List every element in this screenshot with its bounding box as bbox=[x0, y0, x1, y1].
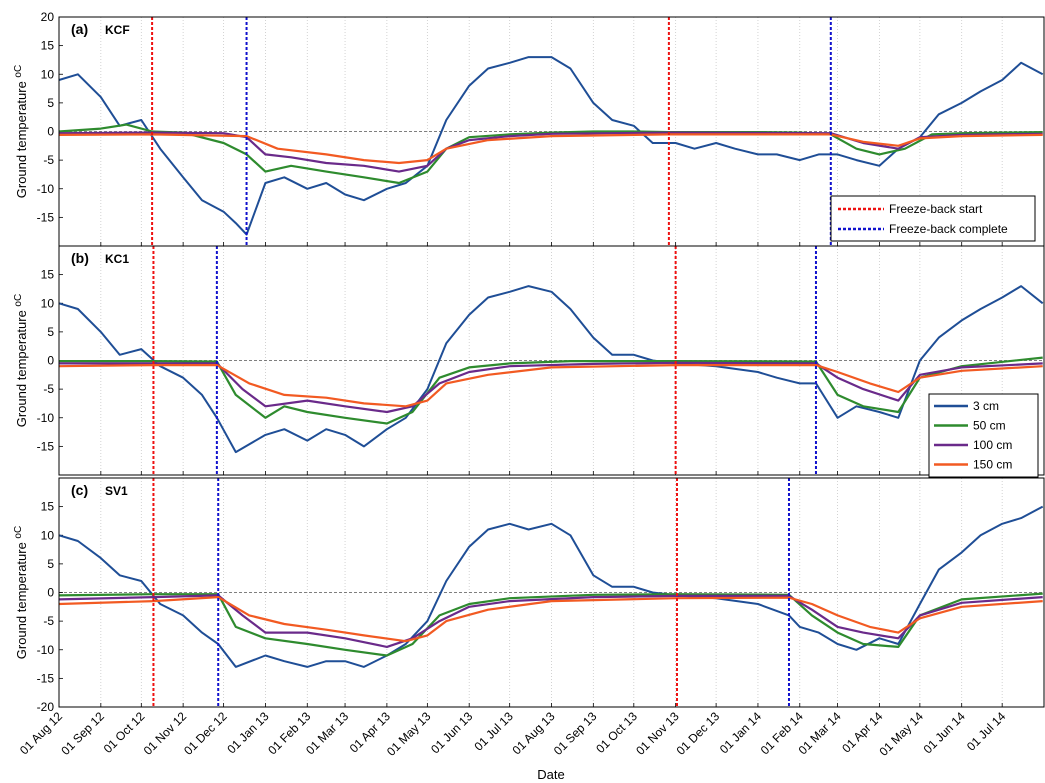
y-tick-label: 0 bbox=[47, 586, 54, 600]
series-line-d3 bbox=[58, 285, 1044, 454]
series-line-d3 bbox=[58, 505, 1044, 668]
freeze-legend-box bbox=[830, 195, 1036, 242]
depth-legend: 3 cm 50 cm 100 cm 150 cm bbox=[928, 393, 1039, 478]
series-line-d50 bbox=[58, 592, 1043, 657]
panel-label: (a) bbox=[71, 21, 88, 37]
y-tick-label: 15 bbox=[41, 268, 55, 282]
y-tick-label: -5 bbox=[43, 153, 54, 167]
y-tick-label: -20 bbox=[37, 700, 55, 714]
depth-legend-entry: 50 cm bbox=[973, 419, 1006, 433]
y-axis-unit: oC bbox=[13, 65, 24, 78]
y-tick-label: 5 bbox=[47, 557, 54, 571]
panel-frame bbox=[58, 477, 1045, 708]
y-tick-label: -5 bbox=[43, 614, 54, 628]
depth-legend-entry: 3 cm bbox=[973, 399, 999, 413]
y-axis-label: Ground temperature oC bbox=[13, 65, 29, 198]
panel-sv1: -20 -15 -10 -5 0 5 10 15 (c) SV1 Ground temperatur… bbox=[13, 477, 1045, 714]
panel-label: (b) bbox=[71, 250, 89, 266]
y-tick-label: 0 bbox=[47, 125, 54, 139]
y-tick-label: -10 bbox=[37, 411, 55, 425]
panel-site-label: SV1 bbox=[105, 484, 128, 498]
y-tick-label: -10 bbox=[37, 643, 55, 657]
y-tick-label: 10 bbox=[41, 296, 55, 310]
y-axis-unit: oC bbox=[13, 526, 24, 539]
panel-kc1: -15 -10 -5 0 5 10 15 (b) KC1 Ground temperature o… bbox=[13, 245, 1045, 478]
depth-legend-box bbox=[928, 393, 1039, 478]
panel-site-label: KC1 bbox=[105, 252, 129, 266]
y-tick-label: 10 bbox=[41, 528, 55, 542]
depth-legend-entry: 150 cm bbox=[973, 458, 1012, 472]
panel-label: (c) bbox=[71, 482, 88, 498]
y-tick-label: -15 bbox=[37, 210, 55, 224]
y-tick-label: 5 bbox=[47, 325, 54, 339]
y-tick-label: 10 bbox=[41, 67, 55, 81]
y-tick-label: -10 bbox=[37, 182, 55, 196]
y-tick-label: -5 bbox=[43, 382, 54, 396]
series-line-d50 bbox=[58, 123, 1043, 185]
freeze-legend-entry: Freeze-back complete bbox=[889, 222, 1008, 236]
panel-frame bbox=[58, 245, 1045, 476]
y-axis-unit: oC bbox=[13, 294, 24, 307]
chart-panels: -15 -10 -5 0 5 10 15 20 (a) KCF Ground temperature… bbox=[13, 10, 1045, 714]
series-line-d100 bbox=[58, 594, 1043, 649]
series-line-d50 bbox=[59, 356, 1043, 425]
series-line-d3 bbox=[58, 56, 1044, 236]
panel-kcf: -15 -10 -5 0 5 10 15 20 (a) KCF Ground temperature… bbox=[13, 10, 1045, 247]
y-tick-label: 20 bbox=[41, 10, 55, 24]
y-tick-label: 5 bbox=[47, 96, 54, 110]
series-line-d150 bbox=[58, 133, 1043, 165]
series-line-d150 bbox=[58, 595, 1043, 643]
x-axis-label: Date bbox=[537, 767, 564, 782]
y-tick-label: 15 bbox=[41, 39, 55, 53]
freeze-legend: Freeze-back start Freeze-back complete bbox=[830, 195, 1036, 242]
y-axis-label: Ground temperature oC bbox=[13, 526, 29, 659]
y-tick-label: -15 bbox=[37, 671, 55, 685]
series-line-d100 bbox=[59, 361, 1043, 414]
y-axis-label: Ground temperature oC bbox=[13, 294, 29, 427]
y-tick-label: 0 bbox=[47, 354, 54, 368]
y-tick-label: 15 bbox=[41, 500, 55, 514]
freeze-legend-entry: Freeze-back start bbox=[889, 202, 983, 216]
y-tick-label: -15 bbox=[37, 439, 55, 453]
panel-site-label: KCF bbox=[105, 23, 130, 37]
series-line-d150 bbox=[58, 364, 1043, 408]
depth-legend-entry: 100 cm bbox=[973, 438, 1012, 452]
